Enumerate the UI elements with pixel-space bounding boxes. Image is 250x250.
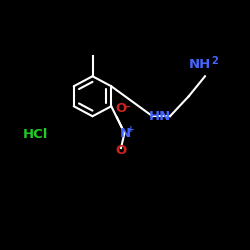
Text: +: + <box>127 125 134 134</box>
Text: NH: NH <box>189 58 211 71</box>
Text: 2: 2 <box>211 56 218 66</box>
Text: HN: HN <box>149 110 171 123</box>
Text: O: O <box>115 144 126 156</box>
Text: N: N <box>120 127 130 140</box>
Text: HCl: HCl <box>22 128 48 141</box>
Text: −: − <box>123 102 131 112</box>
Text: O: O <box>115 102 126 115</box>
